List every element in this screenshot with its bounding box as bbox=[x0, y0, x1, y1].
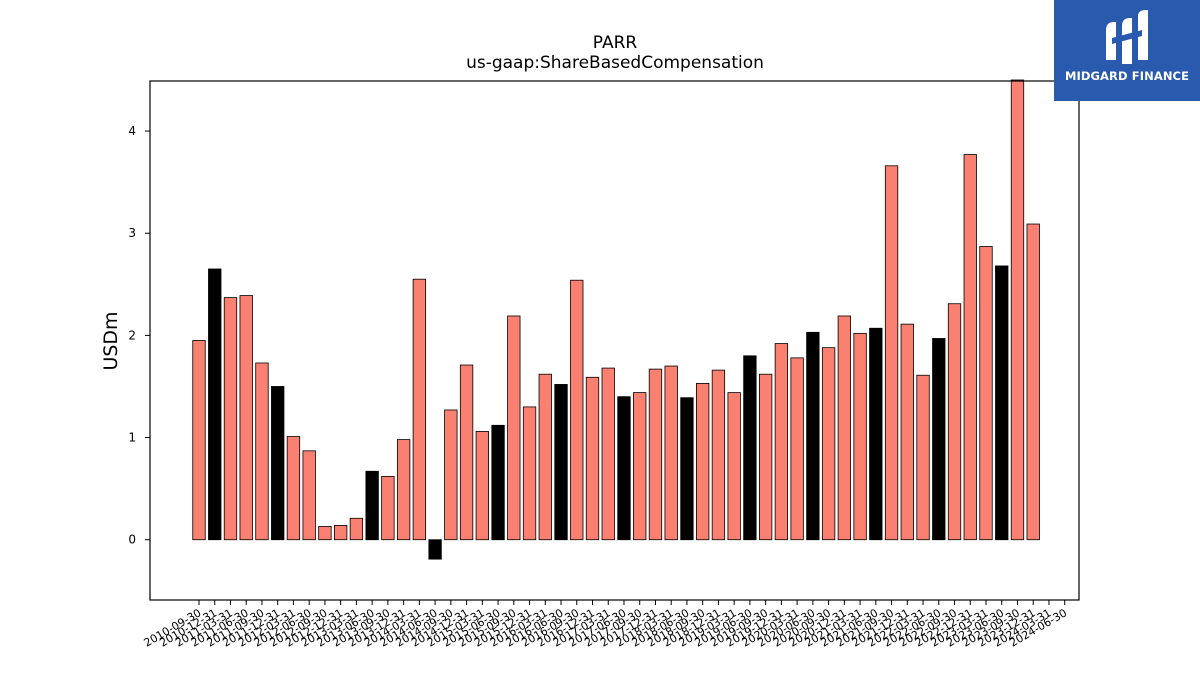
y-axis-label: USDm bbox=[100, 311, 122, 370]
bar bbox=[271, 386, 285, 541]
plot-frame bbox=[149, 80, 1080, 601]
bar bbox=[664, 365, 678, 541]
bar bbox=[758, 373, 773, 541]
bar bbox=[601, 367, 615, 541]
bar bbox=[412, 278, 427, 541]
bar bbox=[570, 279, 584, 541]
y-tick-label: 1 bbox=[128, 431, 136, 445]
bar bbox=[522, 406, 537, 541]
bar bbox=[774, 343, 789, 541]
bar bbox=[208, 268, 222, 541]
bar bbox=[947, 303, 962, 541]
bar bbox=[853, 332, 867, 541]
bar bbox=[680, 397, 694, 541]
bar bbox=[979, 246, 993, 541]
y-axis: 0 1 2 3 4 bbox=[128, 124, 150, 547]
bar bbox=[255, 362, 269, 541]
bar bbox=[192, 340, 206, 541]
bar bbox=[365, 470, 379, 541]
bar bbox=[633, 392, 647, 541]
bar bbox=[1026, 223, 1040, 541]
y-tick-label: 3 bbox=[128, 226, 136, 240]
bar bbox=[1010, 79, 1025, 541]
bar bbox=[884, 165, 899, 541]
bar bbox=[743, 355, 757, 541]
bar bbox=[916, 374, 930, 541]
bar bbox=[617, 396, 631, 541]
bar bbox=[932, 338, 946, 541]
midgard-logo-icon bbox=[1106, 10, 1148, 64]
bar bbox=[711, 369, 726, 541]
bar bbox=[459, 364, 474, 541]
bar bbox=[349, 517, 364, 541]
bar bbox=[381, 475, 395, 541]
bar bbox=[334, 525, 348, 541]
x-axis: 2010-09-302010-12-312011-03-312011-06-30… bbox=[142, 600, 1069, 650]
y-tick-label: 0 bbox=[128, 533, 136, 547]
brand-logo: MIDGARD FINANCE bbox=[1054, 0, 1200, 101]
chart-title: PARR bbox=[593, 33, 638, 53]
bar bbox=[696, 383, 710, 541]
bar bbox=[396, 439, 411, 541]
bar bbox=[507, 315, 521, 541]
bar bbox=[837, 315, 851, 541]
bar bbox=[223, 297, 238, 541]
bar bbox=[648, 368, 663, 541]
bar bbox=[554, 384, 568, 541]
bar bbox=[806, 331, 820, 541]
bar bbox=[538, 373, 552, 541]
bar bbox=[318, 526, 332, 541]
bar bbox=[475, 431, 489, 541]
bar bbox=[727, 392, 741, 541]
bar bbox=[428, 539, 442, 560]
bar bbox=[790, 357, 804, 541]
bar bbox=[239, 295, 253, 541]
bar bbox=[900, 323, 914, 541]
bar bbox=[444, 409, 458, 541]
y-tick-label: 4 bbox=[128, 124, 136, 138]
chart-subtitle: us-gaap:ShareBasedCompensation bbox=[466, 53, 764, 73]
brand-name: MIDGARD FINANCE bbox=[1064, 69, 1190, 83]
bar bbox=[302, 450, 316, 541]
bar bbox=[963, 154, 977, 541]
bars-group bbox=[192, 79, 1040, 560]
bar bbox=[491, 424, 505, 541]
bar bbox=[821, 347, 836, 541]
bar bbox=[286, 436, 301, 541]
y-tick-label: 2 bbox=[128, 328, 136, 342]
bar bbox=[995, 265, 1009, 541]
bar bbox=[585, 376, 600, 541]
bar bbox=[869, 327, 883, 541]
